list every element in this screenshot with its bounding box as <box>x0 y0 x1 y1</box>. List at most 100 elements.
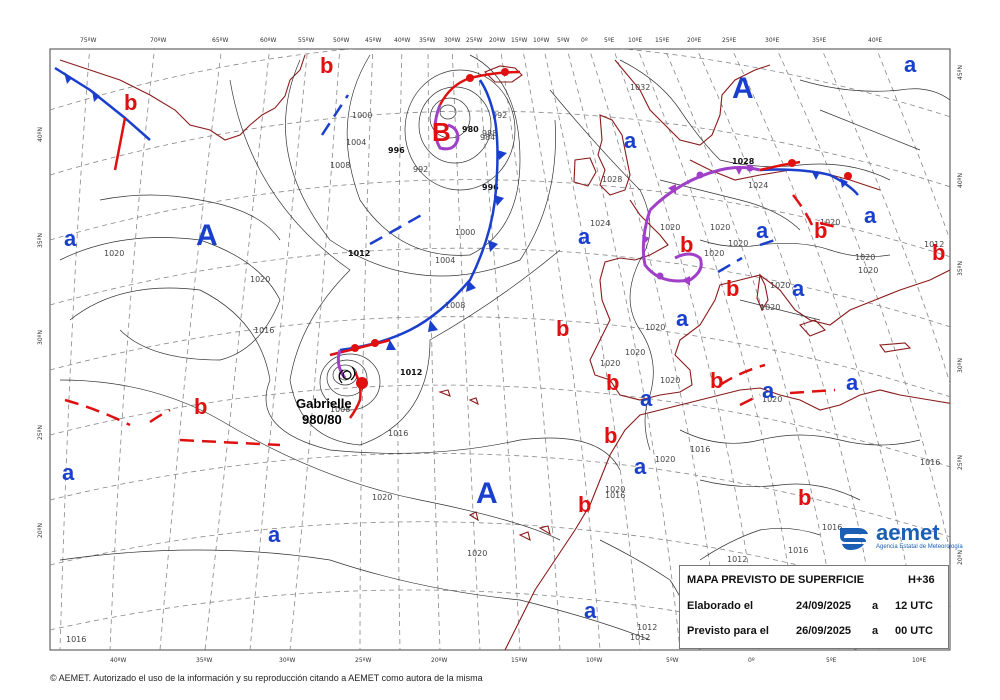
lat-label: 20ºN <box>37 523 44 538</box>
lon-label: 15ºW <box>511 657 527 664</box>
high-pressure-minor-label: a <box>62 460 75 485</box>
isobar-label-1020: 1020 <box>660 376 680 385</box>
isobar-label-1012: 1012 <box>924 240 944 249</box>
lon-label: 30ºW <box>444 37 460 44</box>
front-triangle <box>428 320 438 332</box>
warm-front-greenland <box>113 117 127 171</box>
lon-label: 5ºE <box>826 657 837 664</box>
low-pressure-label: B <box>432 117 451 147</box>
coast-crete <box>878 342 912 353</box>
lon-label: 15ºW <box>511 37 527 44</box>
high-pressure-label: A <box>196 219 218 252</box>
valid-date: 26/09/2025 <box>796 625 852 637</box>
map-frame <box>49 48 951 651</box>
storm-pressure: 980/80 <box>302 412 342 427</box>
trough-red-7 <box>739 393 761 407</box>
aemet-logo: aemet Agencia Estatal de Meteorología <box>836 520 963 554</box>
high-pressure-minor-label: a <box>634 454 647 479</box>
trough-blue-2 <box>369 211 426 246</box>
isobar-label-1020: 1020 <box>467 549 487 558</box>
coast-canaries <box>468 511 551 542</box>
front-triangle <box>64 72 72 84</box>
high-pressure-minor-label: a <box>64 226 77 251</box>
lon-label: 55ºW <box>298 37 314 44</box>
lon-label: 20ºW <box>489 37 505 44</box>
isobar-label-984: 984 <box>480 133 495 142</box>
lat-label: 25ºN <box>957 455 964 470</box>
isobar-label-1016: 1016 <box>388 429 408 438</box>
lat-label: 30ºN <box>957 358 964 373</box>
low-pressure-minor-label: b <box>726 276 739 301</box>
info-title-row: MAPA PREVISTO DE SUPERFICIE H+36 <box>680 574 950 590</box>
high-pressure-minor-label: a <box>640 386 653 411</box>
valid-sep: a <box>872 625 879 637</box>
lon-label: 30ºE <box>765 37 779 44</box>
isobar-label-1012: 1012 <box>400 368 422 377</box>
low-pressure-minor-label: b <box>798 485 811 510</box>
trough-red-3 <box>179 438 281 447</box>
lon-label: 45ºW <box>365 37 381 44</box>
lat-label: 25ºN <box>37 425 44 440</box>
front-triangle <box>682 276 690 286</box>
isobar-label-1020: 1020 <box>762 395 782 404</box>
coast-ireland <box>573 157 597 187</box>
lat-label: 45ºN <box>957 65 964 80</box>
trough-red-2 <box>149 408 171 424</box>
front-semicircle <box>696 171 704 179</box>
isobar-label-1000: 1000 <box>455 228 475 237</box>
isobar-label-1004: 1004 <box>435 256 455 265</box>
valid-time: 00 UTC <box>895 625 933 637</box>
isobar-label-1016: 1016 <box>254 326 274 335</box>
lon-label: 20ºE <box>687 37 701 44</box>
front-semicircle <box>371 339 379 347</box>
front-triangle <box>494 195 504 206</box>
isobar-label-1020: 1020 <box>250 275 270 284</box>
lat-label: 20ºN <box>957 550 964 565</box>
lon-label: 30ºW <box>279 657 295 664</box>
isobar-label-1008: 1008 <box>330 405 350 414</box>
trough-red-8 <box>789 388 836 395</box>
trough-red-4 <box>792 194 814 226</box>
lon-label: 35ºW <box>196 657 212 664</box>
isobar-label-1012: 1012 <box>630 633 650 642</box>
low-pressure-minor-label: b <box>606 370 619 395</box>
high-pressure-minor-label: a <box>584 598 597 623</box>
trough-blue-3 <box>717 256 743 274</box>
lat-label: 35ºN <box>37 233 44 248</box>
isobar-label-1020: 1020 <box>372 493 392 502</box>
high-pressure-minor-label: a <box>578 224 591 249</box>
low-pressure-minor-label: b <box>932 240 945 265</box>
lon-label: 10ºE <box>628 37 642 44</box>
isobar-label-1016: 1016 <box>690 445 710 454</box>
front-semicircle <box>746 164 754 172</box>
lat-label: 30ºN <box>37 330 44 345</box>
isobar-label-1016: 1016 <box>788 546 808 555</box>
warm-front-gabrielle <box>329 338 391 357</box>
lat-label: 40ºN <box>37 127 44 142</box>
occluded-front-north-low <box>433 104 460 151</box>
low-pressure-minor-label: b <box>194 394 207 419</box>
coast-britain <box>597 114 631 196</box>
front-semicircle <box>656 272 664 280</box>
front-triangle <box>497 150 507 160</box>
lon-label: 70ºW <box>150 37 166 44</box>
front-triangle <box>735 167 743 175</box>
lon-label: 0º <box>748 657 755 664</box>
isobar-label-1012: 1012 <box>637 623 657 632</box>
coastlines <box>59 54 950 650</box>
warm-front-europe <box>759 160 801 172</box>
trough-red-6 <box>719 363 766 387</box>
low-pressure-minor-label: b <box>124 90 137 115</box>
front-triangle <box>466 280 476 292</box>
lon-label: 0º <box>581 37 588 44</box>
isobar-label-1020: 1020 <box>655 455 675 464</box>
high-pressure-minor-label: a <box>846 370 859 395</box>
front-semicircle <box>844 172 852 180</box>
isobar-label-1016: 1016 <box>66 635 86 644</box>
aemet-logo-subtitle: Agencia Estatal de Meteorología <box>876 544 963 550</box>
lon-label: 25ºW <box>466 37 482 44</box>
made-sep: a <box>872 600 879 612</box>
made-time: 12 UTC <box>895 600 933 612</box>
isobar-label-1016: 1016 <box>605 491 625 500</box>
pressure-centres: A A A a a a a a a a a a a a a a a a B b … <box>62 52 945 623</box>
